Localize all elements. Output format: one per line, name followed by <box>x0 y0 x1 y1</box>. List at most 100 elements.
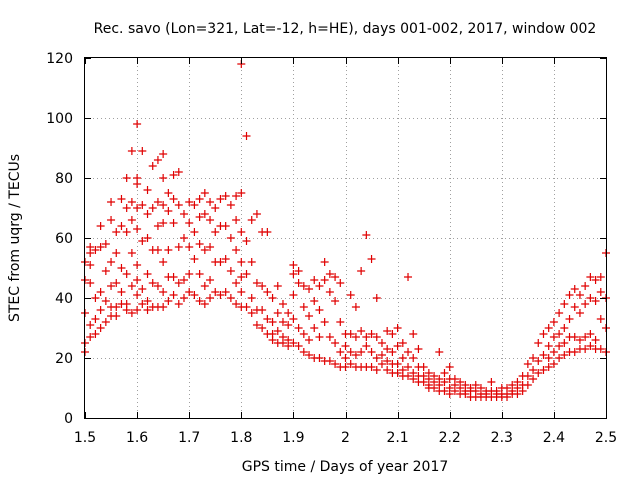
x-tick-label: 1.5 <box>74 430 96 446</box>
data-point <box>200 246 209 254</box>
data-point <box>435 348 444 356</box>
data-point <box>159 174 168 182</box>
data-point <box>117 195 126 203</box>
data-point <box>153 156 162 164</box>
data-point <box>565 291 574 299</box>
data-point <box>294 279 303 287</box>
data-point <box>232 279 241 287</box>
data-point <box>289 315 298 323</box>
data-point <box>544 363 553 371</box>
data-point <box>185 270 194 278</box>
data-point <box>133 225 142 233</box>
data-point <box>164 297 173 305</box>
y-axis-ticks: 0 20 40 60 80 100 120 <box>46 51 606 427</box>
data-point <box>284 342 293 350</box>
data-point <box>315 333 324 341</box>
data-point <box>320 318 329 326</box>
data-point <box>101 297 110 305</box>
data-point <box>252 321 261 329</box>
data-point <box>122 174 131 182</box>
x-tick-label: 2 <box>341 430 350 446</box>
data-point <box>325 288 334 296</box>
data-point <box>278 300 287 308</box>
data-point <box>440 387 449 395</box>
data-point <box>206 294 215 302</box>
data-point <box>325 333 334 341</box>
data-point <box>247 216 256 224</box>
x-tick-label: 2.4 <box>543 430 565 446</box>
data-point <box>273 282 282 290</box>
y-tick-label: 40 <box>55 291 73 307</box>
data-point <box>586 273 595 281</box>
x-tick-label: 1.8 <box>230 430 252 446</box>
data-point <box>169 273 178 281</box>
y-tick-label: 20 <box>55 351 73 367</box>
data-point <box>112 249 121 257</box>
data-point <box>86 321 95 329</box>
data-point <box>179 234 188 242</box>
data-point <box>555 354 564 362</box>
data-point <box>107 282 116 290</box>
data-point <box>362 231 371 239</box>
data-point <box>310 297 319 305</box>
data-point <box>153 198 162 206</box>
data-point <box>159 258 168 266</box>
data-point <box>388 348 397 356</box>
data-point <box>190 255 199 263</box>
data-point <box>409 354 418 362</box>
data-point <box>221 288 230 296</box>
data-point <box>419 378 428 386</box>
data-point <box>529 354 538 362</box>
data-point <box>200 210 209 218</box>
data-point <box>185 243 194 251</box>
data-point <box>596 345 605 353</box>
data-point <box>179 210 188 218</box>
data-point <box>237 189 246 197</box>
data-point <box>414 345 423 353</box>
data-point <box>596 288 605 296</box>
data-point <box>159 219 168 227</box>
data-point <box>372 366 381 374</box>
data-point <box>122 228 131 236</box>
data-point <box>127 147 136 155</box>
data-point <box>586 330 595 338</box>
data-point <box>252 210 261 218</box>
data-point <box>539 366 548 374</box>
data-point <box>305 351 314 359</box>
data-point <box>560 339 569 347</box>
data-point <box>86 261 95 269</box>
data-point <box>127 309 136 317</box>
data-point <box>206 216 215 224</box>
x-tick-label: 1.9 <box>282 430 304 446</box>
data-point <box>299 348 308 356</box>
data-point <box>409 330 418 338</box>
data-point <box>419 363 428 371</box>
data-point <box>346 348 355 356</box>
data-point <box>263 228 272 236</box>
data-point <box>336 318 345 326</box>
data-point <box>289 339 298 347</box>
data-point <box>331 360 340 368</box>
data-point <box>346 360 355 368</box>
plot-frame <box>84 57 607 419</box>
data-point <box>268 294 277 302</box>
data-point <box>133 180 142 188</box>
data-point <box>143 306 152 314</box>
data-point <box>159 150 168 158</box>
data-point <box>195 213 204 221</box>
data-point <box>232 300 241 308</box>
data-point <box>107 258 116 266</box>
x-tick-label: 2.3 <box>491 430 513 446</box>
data-point <box>544 354 553 362</box>
data-point <box>331 339 340 347</box>
data-point <box>174 300 183 308</box>
data-point <box>247 258 256 266</box>
data-point <box>523 360 532 368</box>
data-point <box>336 348 345 356</box>
data-point <box>351 303 360 311</box>
data-point <box>560 324 569 332</box>
data-point <box>195 195 204 203</box>
data-point <box>544 342 553 350</box>
data-point <box>570 303 579 311</box>
data-point <box>393 324 402 332</box>
